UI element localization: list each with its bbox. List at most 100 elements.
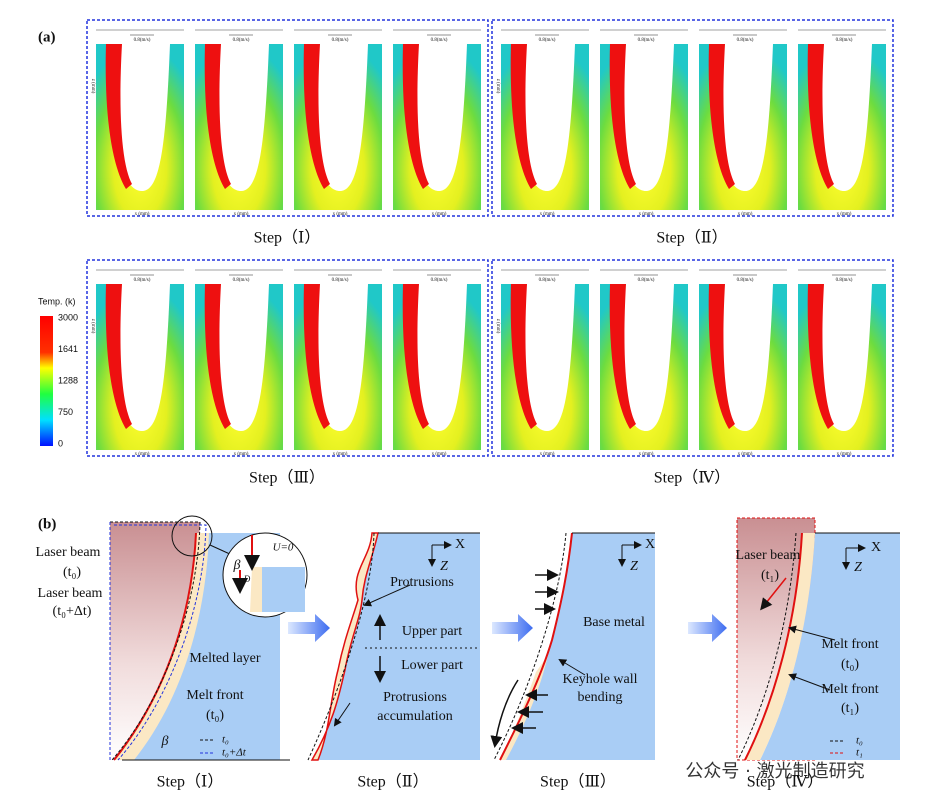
- diagram-label: Protrusions: [383, 690, 447, 705]
- melt-layer: [402, 44, 429, 189]
- diagram-label: (t₀): [63, 565, 81, 580]
- simulation-frame: [699, 269, 787, 450]
- step-label: Step（Ⅳ）: [654, 469, 730, 487]
- simulation-frame: [294, 269, 382, 450]
- melt-layer: [609, 284, 636, 429]
- velocity-label: 0.8(m/s): [431, 278, 448, 283]
- step-label: Step（Ⅱ）: [656, 229, 727, 247]
- flow-arrow: [288, 614, 330, 642]
- diagram-label: Melted layer: [189, 651, 260, 666]
- keyhole: [410, 284, 467, 431]
- melt-layer: [510, 44, 537, 189]
- diagram-label: Keyhole wall: [562, 672, 637, 687]
- x-axis-label: x (mm): [432, 452, 447, 457]
- keyhole: [212, 44, 269, 191]
- x-axis-label: x (mm): [234, 212, 249, 217]
- melt-layer: [105, 284, 132, 429]
- velocity-label: 0.8(m/s): [737, 278, 754, 283]
- diagram-label: Z: [854, 560, 862, 575]
- keyhole: [311, 44, 368, 191]
- x-axis-label: x (mm): [639, 212, 654, 217]
- x-axis-label: x (mm): [540, 452, 555, 457]
- keyhole: [617, 284, 674, 431]
- beam-outline-t0: [110, 521, 201, 761]
- velocity-label: 0.8(m/s): [638, 278, 655, 283]
- colorbar-tick-label: 3000: [58, 312, 78, 322]
- velocity-label: 0.8(m/s): [638, 38, 655, 43]
- diagram-label: (t₀): [841, 657, 859, 672]
- colorbar-title: Temp. (k): [38, 296, 76, 306]
- keyhole: [518, 284, 575, 431]
- colorbar: [40, 316, 53, 446]
- diagram-label: D: [243, 574, 251, 584]
- z-axis-label: z (mm): [495, 79, 500, 94]
- melt-layer: [303, 284, 330, 429]
- colorbar-tick-label: 0: [58, 438, 63, 448]
- diagram-label: (t₁): [841, 701, 859, 716]
- diagram-label: (t₀): [206, 708, 224, 723]
- diagram-label: t₀: [222, 734, 229, 746]
- beam-outline-t0dt: [114, 524, 207, 761]
- x-axis-label: x (mm): [639, 452, 654, 457]
- simulation-frame: [393, 29, 481, 210]
- melt-layer: [609, 44, 636, 189]
- protrusion-layer: [310, 532, 379, 761]
- melt-layer: [807, 44, 834, 189]
- step-group: [86, 19, 489, 217]
- velocity-label: 0.8(m/s): [539, 278, 556, 283]
- simulation-frame: [96, 269, 184, 450]
- keyhole: [311, 284, 368, 431]
- simulation-frame: [294, 29, 382, 210]
- keyhole: [518, 44, 575, 191]
- diagram-label: Laser beam: [36, 545, 101, 560]
- diagram-label: Base metal: [583, 615, 645, 630]
- keyhole: [113, 284, 170, 431]
- flow-arrow: [688, 614, 727, 642]
- flow-arrow: [492, 614, 533, 642]
- step-label: Step（Ⅰ）: [254, 229, 321, 247]
- diagram-label: X: [455, 537, 465, 552]
- x-axis-label: x (mm): [135, 212, 150, 217]
- diagram-label: bending: [577, 690, 622, 705]
- diagram-label: X: [871, 540, 881, 555]
- diagram-label: β: [161, 734, 169, 749]
- z-axis-label: z (mm): [90, 79, 95, 94]
- inset-metal: [252, 567, 305, 612]
- zoom-circle: [171, 515, 213, 557]
- original-wall: [307, 532, 375, 761]
- diagram-step-4: [736, 517, 900, 761]
- diagram-label: Lower part: [401, 658, 463, 673]
- melt-layer: [105, 44, 132, 189]
- z-axis-label: z (mm): [90, 319, 95, 334]
- melt-layer: [303, 44, 330, 189]
- panel-label: (b): [38, 516, 56, 532]
- x-axis-label: x (mm): [333, 452, 348, 457]
- step-label: Step（Ⅱ）: [357, 773, 428, 791]
- velocity-label: 0.8(m/s): [332, 38, 349, 43]
- velocity-label: 0.8(m/s): [134, 38, 151, 43]
- x-axis-label: x (mm): [135, 452, 150, 457]
- base-metal: [500, 533, 655, 760]
- melt-layer: [708, 44, 735, 189]
- diagram-label: Laser beam: [38, 586, 103, 601]
- velocity-label: 0.8(m/s): [431, 38, 448, 43]
- step-group: [86, 259, 489, 457]
- melt-layer: [708, 284, 735, 429]
- diagram-label: t₀: [856, 735, 863, 747]
- pointer: [333, 702, 351, 727]
- keyhole: [617, 44, 674, 191]
- x-axis-label: x (mm): [738, 212, 753, 217]
- x-axis-label: x (mm): [432, 212, 447, 217]
- pointer: [788, 673, 831, 691]
- colorbar-tick-label: 750: [58, 407, 73, 417]
- simulation-frame: [195, 29, 283, 210]
- velocity-label: 0.8(m/s): [233, 38, 250, 43]
- melt-front-t0: [737, 532, 797, 761]
- keyhole: [815, 284, 872, 431]
- diagram-step-3: [490, 532, 655, 761]
- base-metal: [312, 533, 480, 760]
- simulation-frame: [798, 29, 886, 210]
- velocity-label: 0.8(m/s): [332, 278, 349, 283]
- step-group: [491, 259, 894, 457]
